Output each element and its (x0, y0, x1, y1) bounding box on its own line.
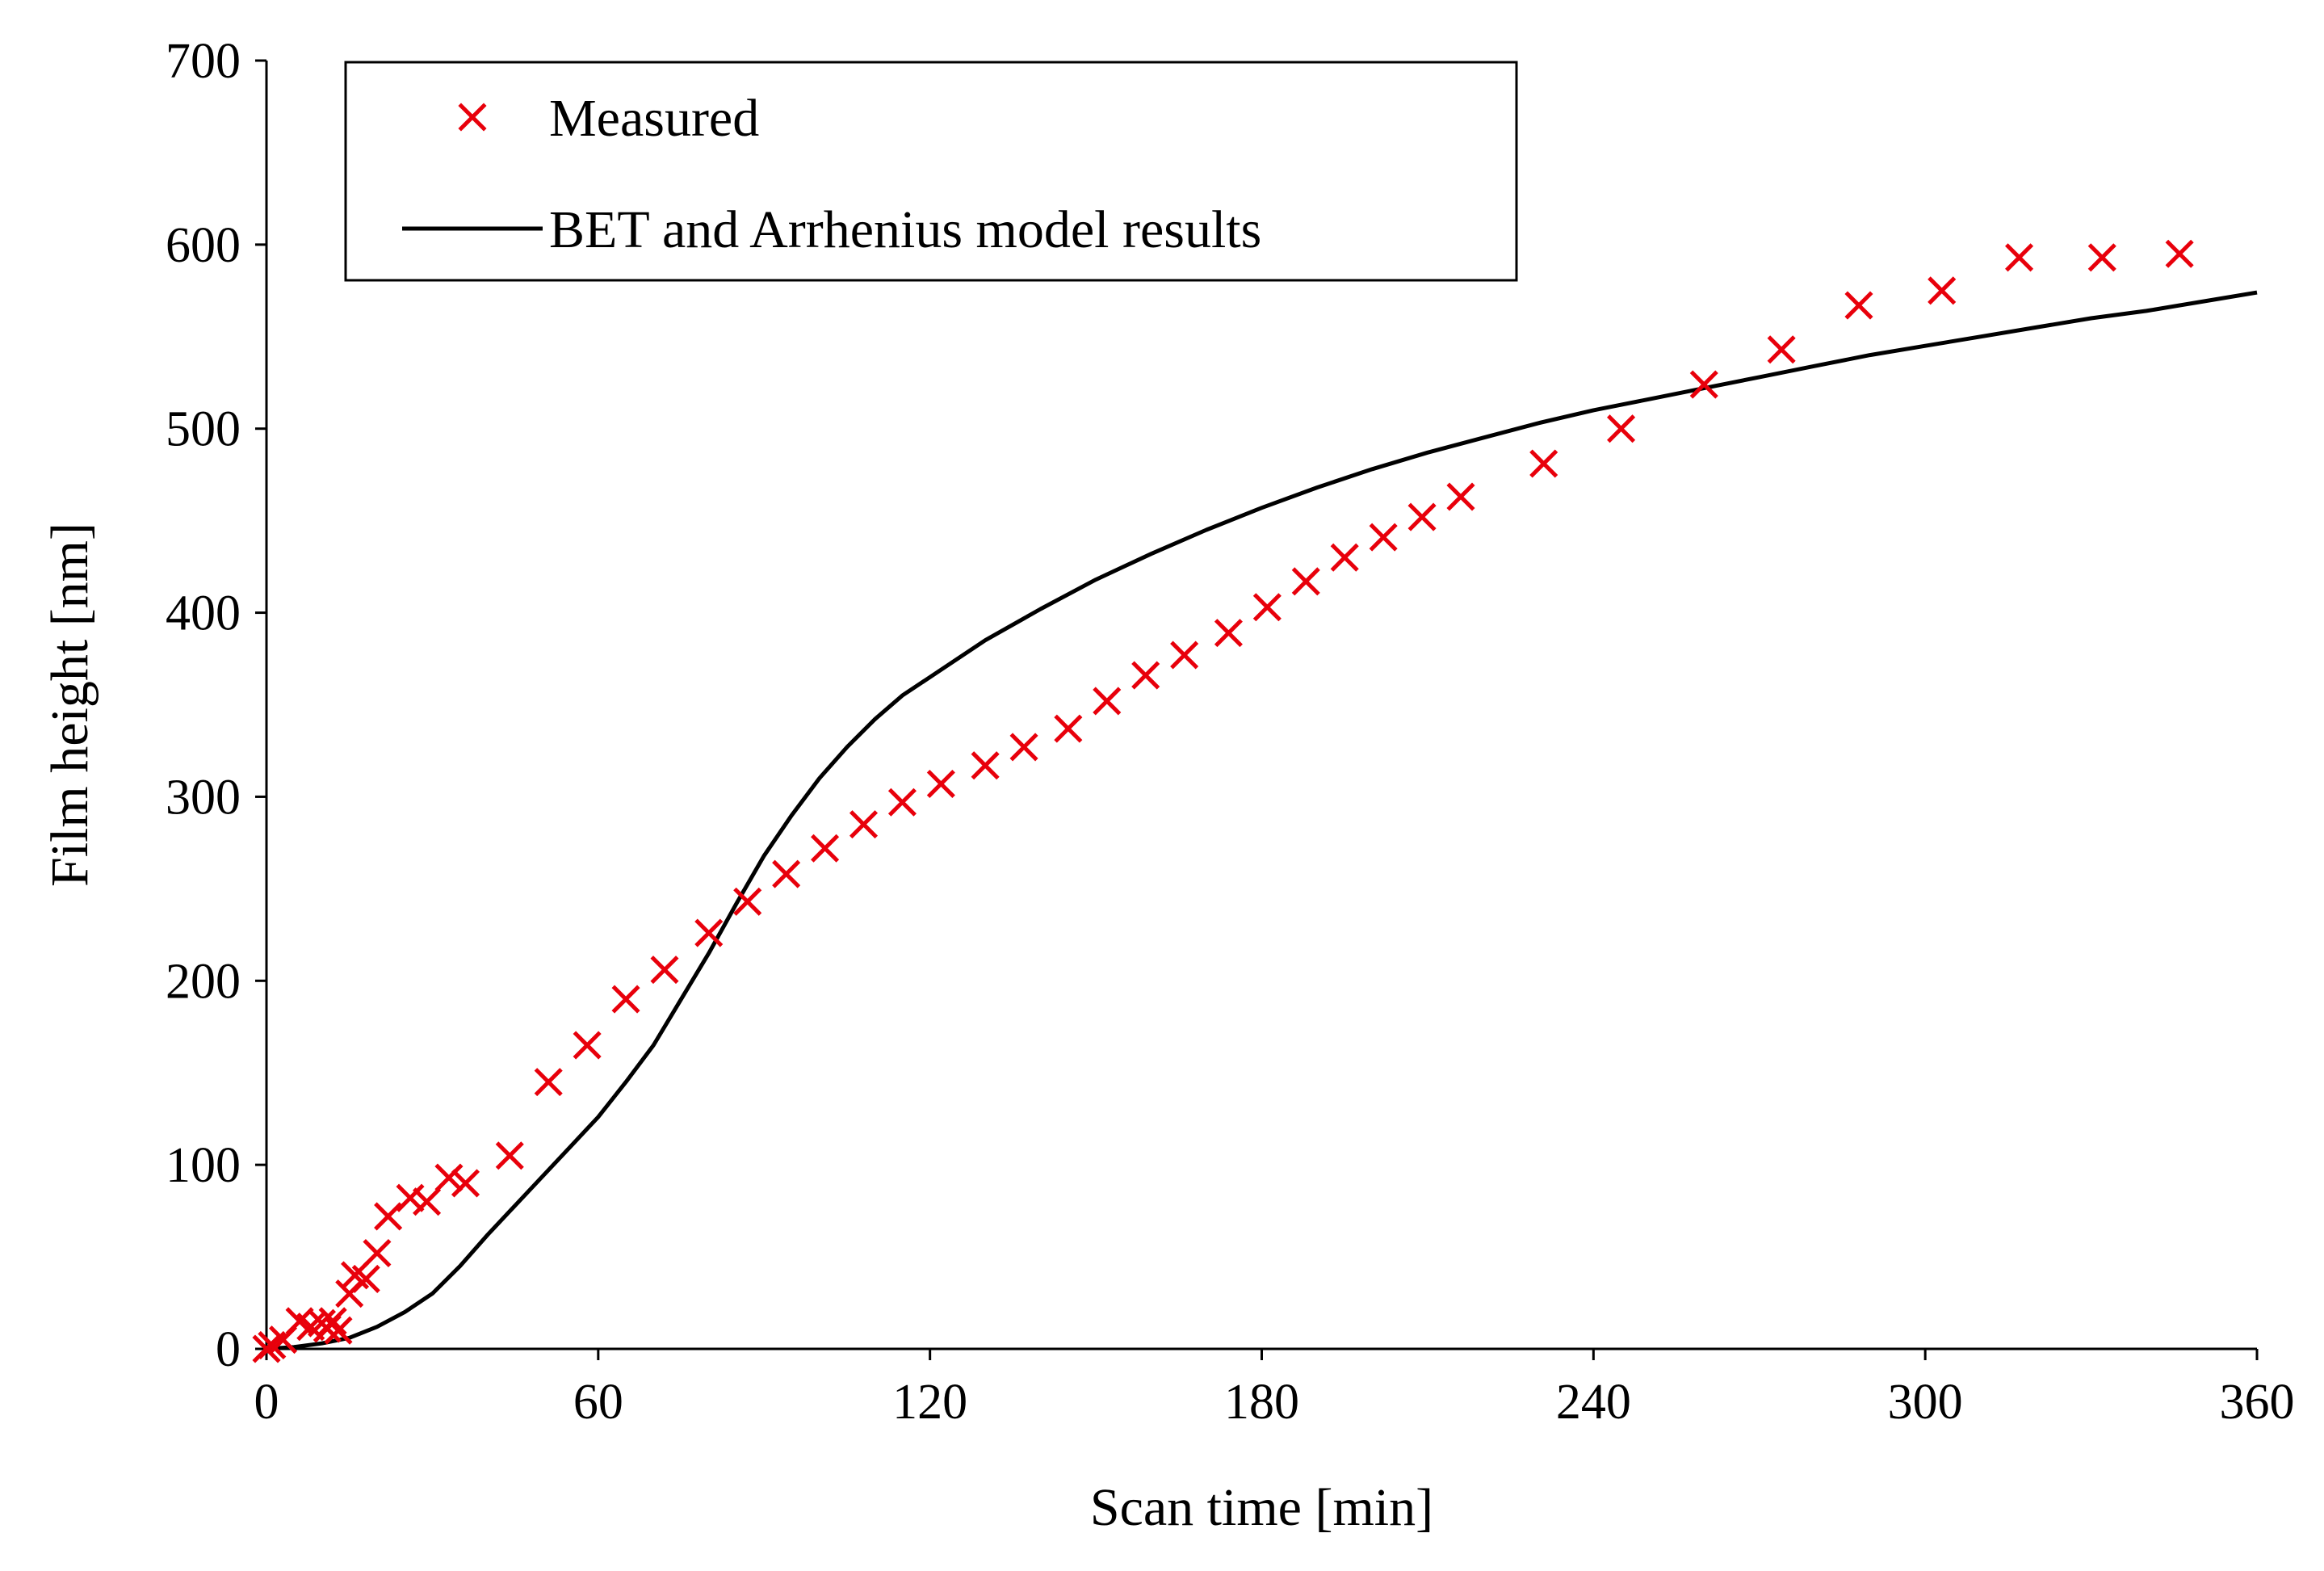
measured-point (534, 1068, 563, 1097)
measured-point (1009, 733, 1038, 762)
y-tick-label: 0 (216, 1322, 241, 1377)
measured-point (849, 810, 879, 839)
y-tick-label: 600 (166, 218, 241, 273)
measured-point (1928, 276, 1957, 305)
measured-point (1330, 543, 1359, 572)
axes: 0 60 120 180 240 300 360 0 100 200 300 400 500 600 700 (166, 34, 2295, 1430)
y-tick-label: 700 (166, 34, 241, 89)
measured-point (374, 1202, 403, 1231)
y-tick-label: 100 (166, 1138, 241, 1193)
measured-point (733, 887, 762, 916)
measured-point (1369, 523, 1398, 552)
plot-area (252, 239, 2258, 1363)
measured-point (1407, 502, 1437, 531)
measured-point (1093, 687, 1122, 716)
measured-point (1291, 567, 1320, 596)
measured-point (2087, 243, 2116, 272)
measured-point (2005, 243, 2034, 272)
legend-box (344, 61, 1518, 282)
x-tick-label: 360 (2220, 1375, 2295, 1430)
measured-point (926, 769, 955, 799)
measured-point (1252, 593, 1282, 622)
measured-point (1844, 291, 1873, 320)
x-tick-label: 120 (892, 1375, 967, 1430)
y-tick-label: 500 (166, 402, 241, 457)
measured-point (772, 859, 801, 888)
x-tick-label: 240 (1556, 1375, 1631, 1430)
measured-point (887, 788, 917, 817)
measured-point (1170, 641, 1199, 670)
measured-point (324, 1316, 353, 1345)
measured-point (363, 1238, 392, 1268)
y-tick-label: 200 (166, 954, 241, 1009)
x-axis-title: Scan time [min] (1090, 1478, 1433, 1537)
x-tick-label: 0 (254, 1375, 279, 1430)
measured-point (611, 985, 640, 1014)
measured-point (1767, 335, 1796, 364)
measured-point (451, 1169, 480, 1198)
y-tick-label: 400 (166, 586, 241, 641)
measured-point (1529, 449, 1558, 478)
measured-point (1131, 661, 1160, 690)
measured-point (2165, 239, 2194, 268)
measured-point (650, 956, 679, 985)
measured-point (573, 1031, 602, 1060)
x-tick-label: 60 (573, 1375, 623, 1430)
measured-point (811, 834, 840, 863)
measured-point (413, 1187, 442, 1216)
legend: Measured BET and Arrhenius model results (344, 61, 1518, 282)
x-tick-label: 180 (1224, 1375, 1299, 1430)
legend-label: BET and Arrhenius model results (549, 200, 1261, 259)
x-tick-label: 300 (1888, 1375, 1963, 1430)
measured-point (971, 751, 1000, 780)
measured-point (495, 1141, 524, 1170)
measured-point (1607, 414, 1636, 443)
measured-point (1214, 619, 1243, 648)
y-axis-title: Film height [nm] (40, 523, 99, 887)
measured-point (1689, 370, 1718, 399)
measured-point (1446, 482, 1475, 511)
model-curve (266, 290, 2258, 1351)
measured-point (1054, 714, 1083, 743)
measured-point (434, 1163, 464, 1192)
measured-point (351, 1264, 380, 1293)
y-tick-label: 300 (166, 770, 241, 825)
legend-label: Measured (549, 89, 759, 148)
measured-point (396, 1183, 425, 1212)
measured-point (694, 918, 724, 947)
legend-marker-measured (458, 103, 487, 132)
